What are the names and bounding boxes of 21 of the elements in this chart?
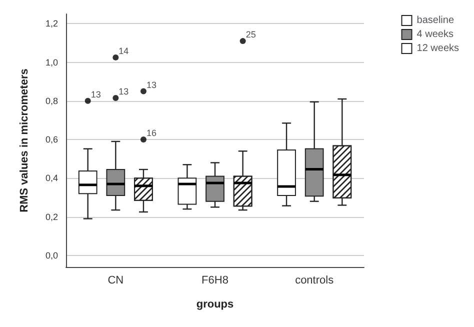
annotation: 13 — [146, 80, 156, 90]
y-tick-label: 1,2 — [45, 18, 58, 29]
legend-label: 12 weeks — [416, 43, 460, 54]
x-axis-title: groups — [196, 298, 234, 310]
y-axis-title: RMS values in micrometers — [18, 68, 30, 212]
annotation: 13 — [90, 89, 101, 100]
legend-label: 4 weeks — [416, 29, 454, 40]
y-tick-label: 0,2 — [45, 212, 58, 222]
legend-label: baseline — [416, 15, 454, 26]
y-tick-label: 0,0 — [45, 250, 58, 260]
x-tick-label: F6H8 — [202, 274, 228, 286]
x-tick-label: CN — [108, 274, 124, 286]
y-tick-label: 0,8 — [45, 96, 58, 106]
y-tick-label: 0,6 — [45, 134, 58, 145]
annotation: 25 — [246, 30, 256, 40]
x-tick-label: controls — [295, 274, 334, 286]
annotation: 13 — [118, 86, 129, 97]
annotation: 16 — [146, 128, 156, 138]
y-tick-label: 1,0 — [45, 57, 58, 68]
annotation: 14 — [118, 46, 129, 56]
y-tick-label: 0,4 — [45, 173, 58, 184]
